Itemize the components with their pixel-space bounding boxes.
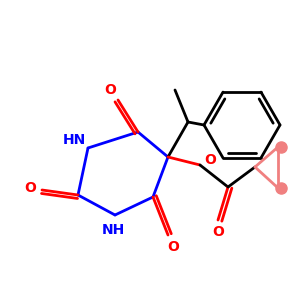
Text: O: O (24, 181, 36, 195)
Text: O: O (104, 83, 116, 97)
Text: O: O (167, 240, 179, 254)
Text: O: O (212, 225, 224, 239)
Text: O: O (204, 153, 216, 167)
Text: NH: NH (101, 223, 124, 237)
Text: HN: HN (62, 133, 86, 147)
